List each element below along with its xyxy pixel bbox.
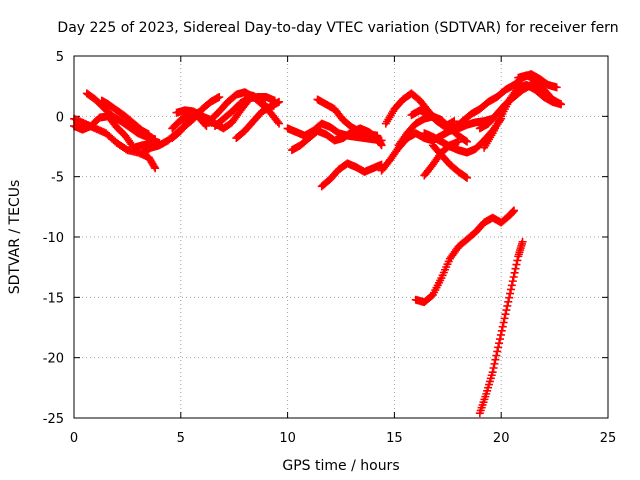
data-point [505, 293, 514, 302]
data-point [483, 386, 492, 395]
series-arc-26 [514, 71, 566, 109]
data-point [492, 351, 501, 360]
data-point [518, 237, 527, 246]
data-point [495, 335, 504, 344]
series-arc-3 [82, 89, 160, 144]
data-point [461, 173, 470, 182]
data-point [496, 330, 505, 339]
x-tick-label: 25 [600, 431, 617, 446]
data-point [484, 383, 493, 392]
data-point [377, 141, 386, 150]
y-axis-label: SDTVAR / TECUs [7, 180, 23, 295]
data-point [501, 310, 510, 319]
data-point [373, 131, 382, 140]
data-point [151, 135, 160, 144]
data-point [488, 368, 497, 377]
series-arc-25 [480, 80, 566, 152]
y-tick-label: 0 [56, 110, 64, 125]
data-point [275, 97, 284, 106]
data-point [509, 272, 518, 281]
data-point [491, 355, 500, 364]
data-point [485, 377, 494, 386]
series-arc-4 [97, 96, 153, 139]
x-tick-label: 10 [279, 431, 296, 446]
series-arc-2 [70, 112, 164, 152]
data-point [507, 281, 516, 290]
data-point [503, 301, 512, 310]
y-tick-label: 5 [56, 50, 64, 65]
data-point [495, 339, 504, 348]
data-point [463, 137, 472, 146]
x-tick-label: 5 [177, 431, 185, 446]
data-point [508, 277, 517, 286]
data-point [482, 389, 491, 398]
x-tick-label: 0 [70, 431, 78, 446]
data-point [500, 314, 509, 323]
data-point [499, 318, 508, 327]
data-point [463, 173, 472, 182]
y-tick-label: -10 [43, 231, 64, 246]
series-arc-11 [240, 90, 284, 128]
data-point [215, 93, 224, 102]
data-point [506, 289, 515, 298]
data-point [512, 260, 521, 269]
series-arc-22 [420, 137, 463, 180]
data-point [151, 164, 160, 173]
data-point [513, 256, 522, 265]
data-point [510, 268, 519, 277]
data-point [275, 119, 284, 128]
x-tick-label: 15 [386, 431, 403, 446]
x-tick-label: 20 [493, 431, 510, 446]
data-point [511, 264, 520, 273]
data-point [506, 285, 515, 294]
data-point [144, 130, 153, 139]
y-tick-label: -15 [43, 291, 64, 306]
series-arc-14 [313, 95, 382, 140]
y-tick-label: -5 [51, 171, 64, 186]
chart-title: Day 225 of 2023, Sidereal Day-to-day VTE… [57, 20, 618, 36]
data-point [489, 364, 498, 373]
series-arc-15 [317, 159, 386, 191]
data-point [498, 322, 507, 331]
data-point [490, 359, 499, 368]
data-point [454, 137, 463, 146]
data-point [450, 117, 459, 126]
data-point [502, 306, 511, 315]
plot-frame [73, 55, 609, 419]
series-arc-19 [407, 106, 459, 130]
data-point [497, 326, 506, 335]
data-points [70, 70, 566, 418]
series-arc-28 [475, 237, 527, 418]
data-point [552, 83, 561, 92]
data-point [461, 136, 470, 145]
data-point [494, 343, 503, 352]
data-point [484, 380, 493, 389]
data-point [486, 374, 495, 383]
series-arc-27 [411, 206, 519, 307]
data-point [557, 100, 566, 109]
x-axis-label: GPS time / hours [282, 458, 399, 474]
data-point [487, 371, 496, 380]
y-tick-label: -25 [43, 412, 64, 427]
data-point [504, 297, 513, 306]
data-point [202, 121, 211, 130]
y-tick-label: -20 [43, 352, 64, 367]
data-point [510, 206, 519, 215]
data-point [493, 347, 502, 356]
